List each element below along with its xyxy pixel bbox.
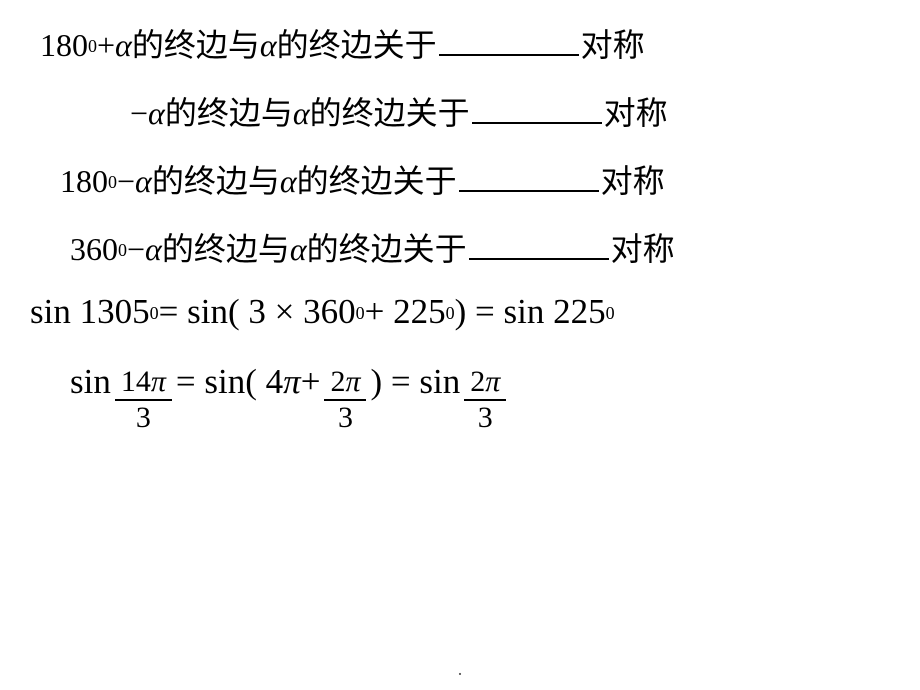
op-minus: −	[117, 163, 135, 200]
symmetry-line-4: 3600 − α的终边与α的终边关于对称	[70, 224, 890, 270]
equation-sin-14pi-3: sin 14π 3 = sin( 4π + 2π 3 ) = sin 2π 3	[70, 362, 890, 437]
term-180: 180	[40, 27, 88, 64]
eq-part: + 225	[365, 292, 446, 332]
sup-0: 0	[356, 303, 365, 324]
numerator: 2π	[324, 365, 366, 401]
denominator: 3	[332, 401, 359, 435]
text-symmetric: 对称	[604, 88, 668, 134]
alpha: α	[290, 231, 307, 268]
text-terminal-side-about: 的终边关于	[307, 224, 467, 270]
text-terminal-side-about: 的终边关于	[310, 88, 470, 134]
sup-0: 0	[150, 303, 159, 324]
op-minus: −	[127, 231, 145, 268]
text-terminal-side-about: 的终边关于	[277, 20, 437, 66]
fraction-2pi-3: 2π 3	[324, 365, 366, 435]
alpha: α	[115, 27, 132, 64]
numerator: 2π	[464, 365, 506, 401]
pi-symbol: π	[485, 365, 500, 398]
equation-sin-1305: sin 13050 = sin( 3 × 3600 + 2250 ) = sin…	[30, 292, 890, 332]
text-symmetric: 对称	[601, 156, 665, 202]
alpha: α	[148, 95, 165, 132]
footer-dot: .	[458, 659, 463, 680]
op-plus: +	[301, 362, 321, 402]
sup-0: 0	[88, 36, 97, 57]
sup-0: 0	[118, 240, 127, 261]
num-2: 2	[330, 365, 345, 398]
denominator: 3	[130, 401, 157, 435]
sup-0: 0	[446, 303, 455, 324]
eq-part: sin 1305	[30, 292, 150, 332]
text-terminal-side-about: 的终边关于	[297, 156, 457, 202]
eq-part: = sin( 3 × 360	[159, 292, 356, 332]
op-minus: −	[130, 95, 148, 132]
text-terminal-side-and: 的终边与	[165, 88, 293, 134]
sup-0: 0	[606, 303, 615, 324]
alpha: α	[293, 95, 310, 132]
blank-fill	[439, 28, 579, 56]
blank-fill	[472, 96, 602, 124]
text-symmetric: 对称	[611, 224, 675, 270]
pi-symbol: π	[151, 365, 166, 398]
alpha: α	[145, 231, 162, 268]
sup-0: 0	[108, 172, 117, 193]
sin-label: sin	[70, 362, 111, 402]
symmetry-line-1: 1800 + α的终边与α的终边关于对称	[40, 20, 890, 66]
alpha: α	[260, 27, 277, 64]
eq-part: = sin( 4	[176, 362, 283, 402]
symmetry-line-2: − α的终边与α的终边关于对称	[130, 88, 890, 134]
text-terminal-side-and: 的终边与	[162, 224, 290, 270]
alpha: α	[135, 163, 152, 200]
blank-fill	[459, 164, 599, 192]
term-360: 360	[70, 231, 118, 268]
blank-fill	[469, 232, 609, 260]
symmetry-line-3: 1800 − α的终边与α的终边关于对称	[60, 156, 890, 202]
fraction-2pi-3: 2π 3	[464, 365, 506, 435]
text-terminal-side-and: 的终边与	[132, 20, 260, 66]
text-symmetric: 对称	[581, 20, 645, 66]
pi-symbol: π	[283, 362, 301, 402]
numerator: 14π	[115, 365, 172, 401]
term-180: 180	[60, 163, 108, 200]
pi-symbol: π	[345, 365, 360, 398]
text-terminal-side-and: 的终边与	[152, 156, 280, 202]
alpha: α	[280, 163, 297, 200]
op-plus: +	[97, 27, 115, 64]
fraction-14pi-3: 14π 3	[115, 365, 172, 435]
num-2: 2	[470, 365, 485, 398]
num-14: 14	[121, 365, 151, 398]
eq-part: ) = sin 225	[455, 292, 606, 332]
denominator: 3	[472, 401, 499, 435]
eq-part: ) = sin	[370, 362, 460, 402]
